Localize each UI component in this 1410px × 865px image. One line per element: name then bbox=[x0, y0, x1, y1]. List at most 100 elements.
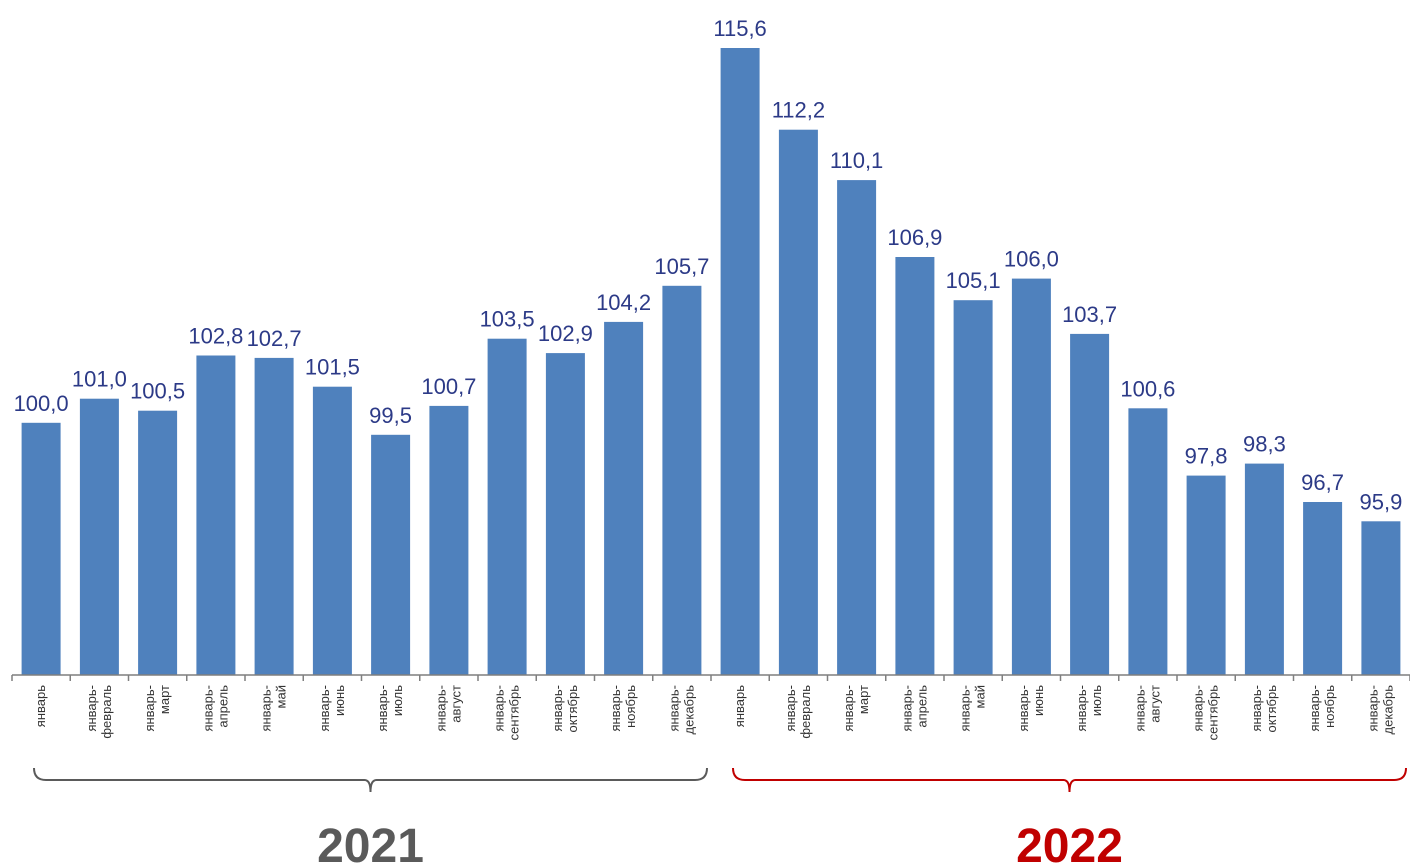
value-label: 100,5 bbox=[130, 379, 185, 404]
x-tick-label: январь-март bbox=[841, 685, 871, 732]
x-tick-label-line: июль bbox=[1089, 685, 1104, 716]
x-tick-label-line: январь- bbox=[142, 685, 157, 732]
value-label: 103,5 bbox=[480, 307, 535, 332]
x-tick-label-line: ноябрь bbox=[1322, 685, 1337, 728]
value-label: 103,7 bbox=[1062, 302, 1117, 327]
x-tick-label-line: январь- bbox=[1249, 685, 1264, 732]
bar bbox=[545, 353, 585, 675]
value-label: 102,9 bbox=[538, 321, 593, 346]
x-tick-label-line: январь- bbox=[550, 685, 565, 732]
x-tick-label: январь-ноябрь bbox=[608, 685, 638, 732]
value-label: 96,7 bbox=[1301, 470, 1344, 495]
x-tick-label-line: январь- bbox=[259, 685, 274, 732]
value-label: 102,7 bbox=[247, 326, 302, 351]
x-tick-label: январь-апрель bbox=[899, 685, 929, 732]
bar bbox=[196, 355, 236, 675]
year-brackets-layer bbox=[33, 767, 1407, 793]
x-tick-label-line: январь bbox=[33, 685, 48, 727]
value-label: 100,6 bbox=[1120, 376, 1175, 401]
value-label: 95,9 bbox=[1359, 489, 1402, 514]
value-label: 98,3 bbox=[1243, 432, 1286, 457]
value-label: 101,5 bbox=[305, 355, 360, 380]
bar bbox=[1011, 278, 1051, 675]
bar bbox=[371, 434, 411, 675]
x-tick-label-line: декабрь bbox=[1380, 685, 1395, 735]
x-tick-label-line: ноябрь bbox=[623, 685, 638, 728]
year-label: 2021 bbox=[317, 820, 424, 865]
value-label: 102,8 bbox=[188, 324, 243, 349]
x-tick-label: январь-май bbox=[259, 685, 289, 732]
year-labels-layer: 2021 2022 bbox=[317, 820, 1123, 865]
bar bbox=[1244, 463, 1284, 675]
bar bbox=[1070, 333, 1110, 675]
x-tick-label: январь-август bbox=[433, 685, 463, 732]
bar bbox=[79, 398, 119, 675]
x-tick-label-line: июль bbox=[390, 685, 405, 716]
x-tick-label: январь-февраль bbox=[84, 685, 114, 739]
x-tick-label-line: январь- bbox=[433, 685, 448, 732]
bar bbox=[604, 321, 644, 675]
year-label: 2022 bbox=[1016, 820, 1123, 865]
bar bbox=[1128, 408, 1168, 675]
x-tick-label-line: апрель bbox=[215, 685, 230, 728]
year-bracket bbox=[732, 767, 1407, 793]
bar bbox=[138, 410, 178, 675]
x-tick-label-line: январь- bbox=[84, 685, 99, 732]
x-tick-label-line: май bbox=[973, 685, 988, 708]
x-tick-label-line: март bbox=[157, 685, 172, 714]
value-label: 100,7 bbox=[421, 374, 476, 399]
x-tick-label-line: январь- bbox=[1191, 685, 1206, 732]
x-tick-label-line: январь- bbox=[841, 685, 856, 732]
bar bbox=[429, 405, 469, 675]
x-tick-label: январь bbox=[732, 685, 747, 727]
bar bbox=[662, 285, 702, 675]
x-tick-label-line: январь- bbox=[1074, 685, 1089, 732]
x-tick-label-line: январь- bbox=[200, 685, 215, 732]
x-tick-label: январь-февраль bbox=[783, 685, 813, 739]
x-tick-label-line: октябрь bbox=[565, 685, 580, 733]
x-tick-label-line: июнь bbox=[332, 685, 347, 716]
x-tick-label-line: январь- bbox=[1307, 685, 1322, 732]
bar bbox=[254, 357, 294, 675]
bar bbox=[837, 180, 877, 675]
x-tick-label: январь-июнь bbox=[1016, 685, 1046, 732]
bar bbox=[720, 48, 760, 675]
x-tick-label-line: январь- bbox=[1132, 685, 1147, 732]
bar bbox=[487, 338, 527, 675]
bar bbox=[778, 129, 818, 675]
value-label: 105,1 bbox=[946, 268, 1001, 293]
value-label: 112,2 bbox=[772, 98, 825, 123]
value-label: 99,5 bbox=[369, 403, 412, 428]
x-tick-label-line: январь- bbox=[1365, 685, 1380, 732]
x-ticks-layer bbox=[11, 675, 1410, 681]
value-label: 110,1 bbox=[830, 148, 883, 173]
value-label: 104,2 bbox=[596, 290, 651, 315]
x-tick-label-line: январь- bbox=[375, 685, 390, 732]
x-tick-label-line: август bbox=[448, 685, 463, 723]
x-tick-label: январь-октябрь bbox=[550, 685, 580, 733]
x-tick-label: январь-август bbox=[1132, 685, 1162, 732]
x-tick-label: январь-декабрь bbox=[1365, 685, 1395, 735]
x-tick-label-line: сентябрь bbox=[1206, 685, 1221, 741]
x-tick-label-line: февраль bbox=[99, 685, 114, 739]
x-tick-label-line: март bbox=[856, 685, 871, 714]
x-tick-label: январь-май bbox=[958, 685, 988, 732]
value-label: 106,0 bbox=[1004, 247, 1059, 272]
x-tick-label-line: апрель bbox=[914, 685, 929, 728]
value-label: 101,0 bbox=[72, 367, 127, 392]
x-tick-label: январь-апрель bbox=[200, 685, 230, 732]
x-tick-label-line: январь- bbox=[958, 685, 973, 732]
x-tick-label: январь-сентябрь bbox=[1191, 685, 1221, 741]
x-tick-label-line: январь- bbox=[608, 685, 623, 732]
bar bbox=[1303, 502, 1343, 675]
value-label: 115,6 bbox=[713, 16, 766, 41]
x-tick-label-line: январь- bbox=[666, 685, 681, 732]
x-tick-label: январь-март bbox=[142, 685, 172, 732]
x-tick-label-line: январь- bbox=[783, 685, 798, 732]
x-tick-label-line: январь bbox=[732, 685, 747, 727]
bar bbox=[953, 300, 993, 675]
x-tick-label-line: август bbox=[1147, 685, 1162, 723]
x-tick-label-line: январь- bbox=[1016, 685, 1031, 732]
